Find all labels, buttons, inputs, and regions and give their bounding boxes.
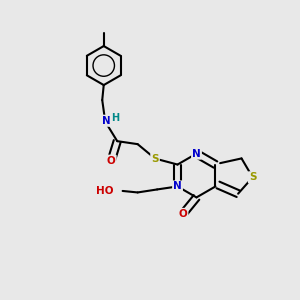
Text: H: H <box>111 113 119 123</box>
Text: N: N <box>192 148 201 159</box>
Text: HO: HO <box>96 186 114 196</box>
Text: S: S <box>249 172 256 182</box>
Text: O: O <box>178 209 188 219</box>
Text: N: N <box>173 182 182 191</box>
Text: N: N <box>102 116 111 126</box>
Text: S: S <box>151 154 159 164</box>
Text: O: O <box>107 156 116 166</box>
